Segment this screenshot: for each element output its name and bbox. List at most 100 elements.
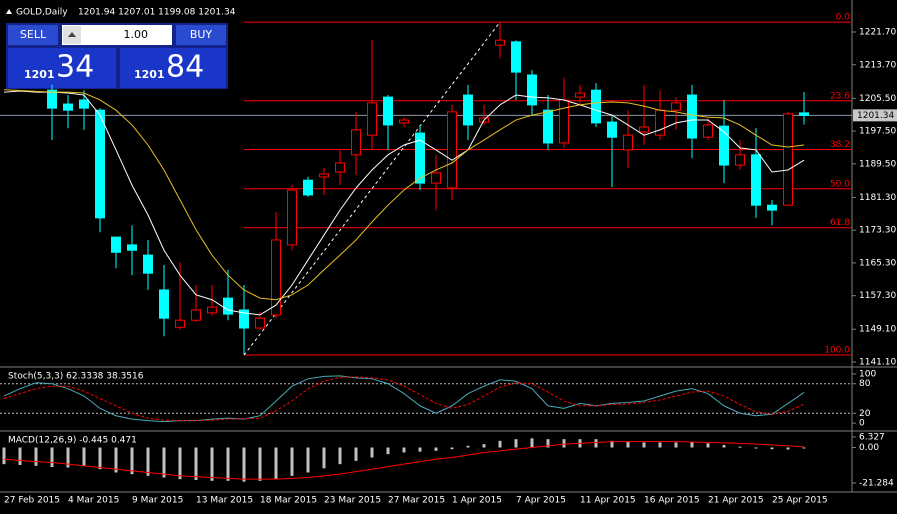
buy-price-box[interactable] [120, 48, 226, 88]
candle-body [239, 309, 249, 329]
candle-body [127, 244, 137, 251]
macd-bar [114, 447, 118, 473]
macd-bar [514, 439, 518, 448]
macd-bar [306, 447, 310, 473]
macd-bar [642, 442, 646, 448]
y-tick-label: 0 [859, 419, 865, 429]
macd-bar [338, 447, 342, 465]
macd-signal [3, 441, 805, 480]
fib-label: 23.6 [830, 91, 850, 101]
macd-bar [786, 447, 790, 450]
candle-body [399, 119, 409, 124]
stoch-main [3, 375, 805, 423]
candle-body [351, 129, 361, 156]
candle-body [495, 39, 505, 46]
macd-bar [674, 442, 678, 448]
y-tick-label: 1213.70 [859, 60, 896, 70]
ohlc: 1201.94 1207.01 1199.08 1201.34 [78, 8, 236, 18]
candle-body [543, 109, 553, 144]
macd-bar [530, 438, 534, 448]
bid-label: 1201.34 [857, 111, 894, 121]
candle-body [767, 204, 777, 211]
sell-price-box[interactable] [8, 48, 116, 88]
candle-body [63, 103, 73, 111]
candle-body [639, 126, 649, 133]
candle-body [703, 124, 713, 138]
macd-bar [50, 447, 54, 467]
macd-bar [402, 447, 406, 453]
fib-label: 0.0 [836, 13, 851, 23]
candle-body [751, 154, 761, 206]
candle-body [383, 96, 393, 126]
candle-body [415, 132, 425, 184]
y-tick-label: 1205.50 [859, 94, 896, 104]
y-tick-label: 20 [859, 409, 871, 419]
date-label: 23 Mar 2015 [324, 496, 381, 506]
candle-body [255, 317, 265, 329]
macd-bar [82, 447, 86, 466]
stoch-title: Stoch(5,3,3) 62.3338 38.3516 [8, 372, 144, 382]
date-label: 4 Mar 2015 [68, 496, 119, 506]
macd-bar [146, 447, 150, 476]
candle-body [591, 89, 601, 124]
candle-body [799, 112, 809, 116]
buy-price-big: 1201 [134, 68, 165, 81]
y-tick-label: 1157.30 [859, 291, 896, 301]
sell-button[interactable] [8, 25, 58, 45]
date-label: 13 Mar 2015 [196, 496, 253, 506]
fib-label: 61.8 [830, 218, 850, 228]
macd-title: MACD(12,26,9) -0.445 0.471 [8, 436, 137, 446]
macd-bar [34, 447, 38, 466]
lot-box[interactable] [62, 25, 172, 45]
bid-label-bg [853, 109, 897, 122]
date-label: 9 Mar 2015 [132, 496, 183, 506]
candle-body [511, 41, 521, 73]
sell-price-big: 1201 [24, 68, 55, 81]
ma-slow [3, 89, 805, 301]
candle-body [687, 94, 697, 139]
candle-body [191, 309, 201, 321]
macd-bar [466, 445, 470, 448]
candle-body [623, 134, 633, 151]
date-label: 16 Apr 2015 [644, 496, 700, 506]
y-tick-label: 1173.30 [859, 226, 896, 236]
candle-body [431, 172, 441, 184]
macd-bar [562, 439, 566, 448]
candle-body [559, 99, 569, 144]
candle-body [367, 102, 377, 136]
macd-bar [290, 447, 294, 476]
macd-bar [802, 447, 806, 449]
y-tick-label: 1149.10 [859, 325, 896, 335]
macd-bar [258, 447, 262, 481]
macd-bar [770, 447, 774, 450]
candle-body [111, 236, 121, 253]
date-label: 21 Apr 2015 [708, 496, 764, 506]
macd-bar [450, 447, 454, 450]
sell-price-small: 34 [56, 50, 94, 85]
trade-panel: SELL 1.00 BUY 1201 34 1201 84 [6, 23, 228, 89]
fib-label: 50.0 [830, 179, 850, 189]
macd-bar [482, 444, 486, 448]
macd-bar [706, 443, 710, 448]
macd-bar [418, 447, 422, 452]
macd-bar [370, 447, 374, 458]
macd-bar [98, 447, 102, 470]
y-tick-label: 0.00 [859, 443, 879, 453]
macd-bar [2, 447, 6, 465]
date-label: 25 Apr 2015 [772, 496, 828, 506]
menu-icon[interactable] [6, 9, 12, 14]
macd-bar [226, 447, 230, 481]
y-tick-label: 80 [859, 379, 871, 389]
stoch-signal [3, 376, 805, 422]
candle-body [719, 125, 729, 166]
macd-bar [658, 442, 662, 448]
macd-bar [754, 447, 758, 449]
buy-label: BUY [190, 28, 213, 41]
macd-bar [738, 446, 742, 448]
macd-bar [386, 447, 390, 455]
buy-button[interactable] [176, 25, 226, 45]
date-label: 7 Apr 2015 [516, 496, 566, 506]
macd-bar [546, 439, 550, 448]
